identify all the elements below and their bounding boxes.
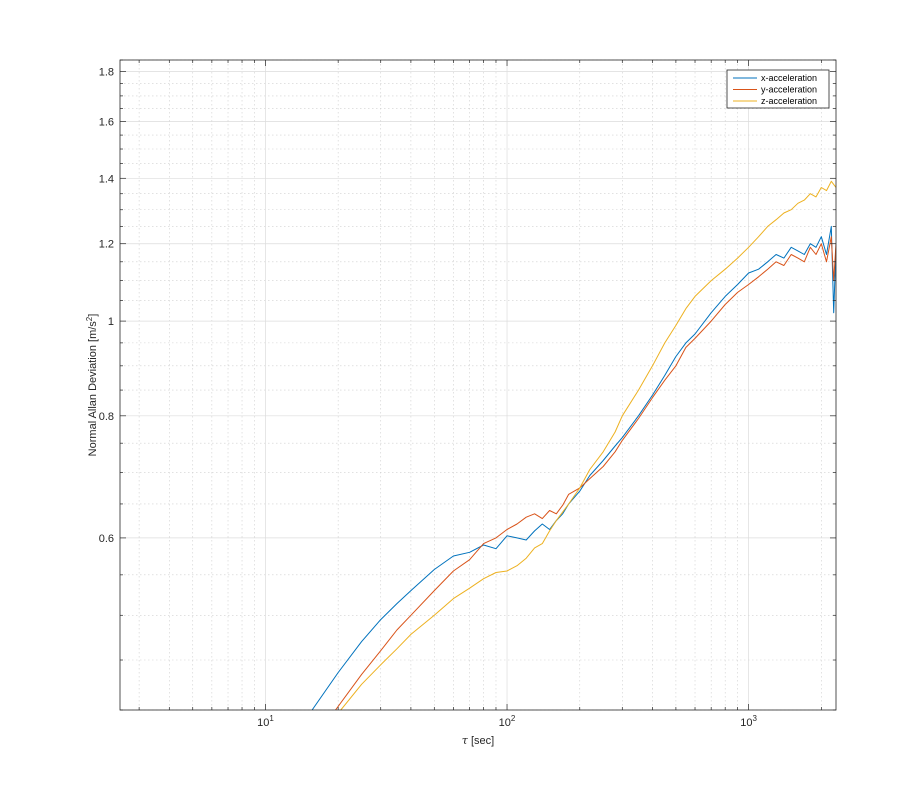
legend: x-acceleration y-accelerationz-accelerati… — [726, 69, 830, 109]
series-layer — [311, 180, 836, 710]
y-tick-label: 0.6 — [99, 533, 114, 545]
y-tick-label: 1.2 — [99, 239, 114, 251]
y-tick-label: 1.4 — [99, 173, 114, 185]
series-line-y-acceleration — [335, 236, 836, 710]
plot-frame — [119, 59, 837, 711]
x-tick-label: 103 — [740, 714, 757, 729]
legend-label: z-acceleration — [761, 96, 817, 106]
y-tick-label: 0.8 — [99, 411, 114, 423]
y-tick-label: 1.8 — [99, 67, 114, 79]
y-axis-label-close: ] — [87, 314, 99, 317]
y-tick-label: 1 — [108, 316, 114, 328]
y-axis-label: Normal Allan Deviation [m/s2] — [85, 314, 99, 457]
series-line-z-acceleration — [340, 180, 836, 710]
tau-symbol: τ — [462, 734, 469, 747]
legend-label: x-acceleration — [761, 73, 817, 83]
x-tick-labels: 101 102 103 — [257, 714, 757, 729]
axis-ticks — [120, 59, 836, 711]
legend-label: y-acceleration — [761, 85, 817, 95]
x-axis-unit: [sec] — [468, 735, 494, 747]
x-axis-label: τ [sec] — [462, 734, 494, 747]
major-grid — [120, 60, 836, 710]
x-tick-label: 102 — [499, 714, 516, 729]
y-tick-label: 1.6 — [99, 117, 114, 129]
y-axis-label-main: Normal Allan Deviation [m/s — [87, 321, 99, 457]
x-tick-label: 101 — [257, 714, 274, 729]
series-line-x-acceleration — [311, 225, 836, 710]
y-tick-labels: 0.6 0.8 1 1.2 1.4 1.6 1.8 — [99, 67, 114, 545]
minor-grid — [120, 59, 836, 711]
plot-area-background — [120, 60, 836, 710]
y-axis-label-sup: 2 — [85, 316, 94, 321]
